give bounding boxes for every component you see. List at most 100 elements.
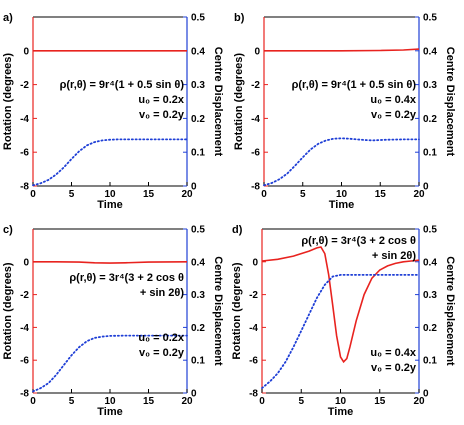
y-axis-label: Rotation (degrees) xyxy=(233,53,245,151)
x-tick-label: 5 xyxy=(300,189,306,200)
panel-label: d) xyxy=(232,224,243,236)
y-tick-label: -2 xyxy=(249,290,258,301)
y-tick-label: -2 xyxy=(251,80,260,91)
annotation-text: u₀ = 0.2x xyxy=(138,94,185,106)
y2-tick-label: 0 xyxy=(423,389,429,400)
annotation-text: ρ(r,θ) = 3r⁴(3 + 2 cos θ xyxy=(69,272,184,284)
x-tick-label: 10 xyxy=(335,396,347,407)
annotation-text: ρ(r,θ) = 9r⁴(1 + 0.5 sin θ) xyxy=(60,79,185,91)
y-tick-label: -8 xyxy=(20,182,29,193)
x-tick-label: 0 xyxy=(30,189,36,200)
y2-tick-label: 0.5 xyxy=(423,13,437,24)
y2-axis-label: Centre Displacement xyxy=(444,256,456,366)
x-axis-label: Time xyxy=(329,199,354,211)
y2-tick-label: 0.3 xyxy=(423,80,437,91)
x-tick-label: 10 xyxy=(104,396,116,407)
y-tick-label: -6 xyxy=(20,356,29,367)
y-tick-label: -4 xyxy=(20,323,29,334)
y2-tick-label: 0.5 xyxy=(191,13,205,24)
panel-d: 0 5 10 15 20 Time -8 -6 -4 -2 0 Rotation (degrees) 0… xyxy=(231,224,456,418)
rotation-series-line xyxy=(261,246,420,364)
y2-tick-label: 0.2 xyxy=(191,114,205,125)
annotation-text: v₀ = 0.2y xyxy=(371,109,417,121)
panel-a: 0 5 10 15 20 Time -8 -6 -4 -2 0 Rotation (degrees) 0… xyxy=(2,12,224,211)
y-axis-label: Rotation (degrees) xyxy=(231,262,243,360)
y2-tick-label: 0 xyxy=(191,389,197,400)
y2-tick-label: 0.2 xyxy=(423,323,437,334)
y2-tick-label: 0.3 xyxy=(191,80,205,91)
y2-tick-label: 0.4 xyxy=(191,257,205,268)
y2-tick-label: 0.4 xyxy=(191,46,205,57)
y2-tick-label: 0.1 xyxy=(191,356,205,367)
y-tick-label: -4 xyxy=(251,114,260,125)
y-tick-label: 0 xyxy=(23,46,29,57)
annotation-text: v₀ = 0.2y xyxy=(139,109,185,121)
y2-tick-label: 0 xyxy=(423,182,429,193)
y2-axis-label: Centre Displacement xyxy=(212,47,224,157)
x-tick-label: 20 xyxy=(413,396,425,407)
y-tick-label: -8 xyxy=(249,389,258,400)
annotation-text: ρ(r,θ) = 9r⁴(1 + 0.5 sin θ) xyxy=(292,79,417,91)
y2-tick-label: 0.5 xyxy=(423,225,437,236)
annotation-text: v₀ = 0.2y xyxy=(139,347,185,359)
panel-c: 0 5 10 15 20 Time -8 -6 -4 -2 0 Rotation (degrees) 0… xyxy=(2,224,224,418)
y-tick-label: 0 xyxy=(252,257,258,268)
y-tick-label: -4 xyxy=(249,323,258,334)
x-axis-label: Time xyxy=(97,406,122,418)
displacement-series-line xyxy=(263,137,420,187)
annotation-text: + sin 2θ) xyxy=(372,250,416,262)
annotation-text: u₀ = 0.4x xyxy=(370,347,417,359)
x-tick-label: 20 xyxy=(181,189,193,200)
x-tick-label: 0 xyxy=(259,396,265,407)
y-tick-label: 0 xyxy=(254,46,260,57)
y-tick-label: -8 xyxy=(251,182,260,193)
y-tick-label: -2 xyxy=(20,80,29,91)
y2-tick-label: 0.2 xyxy=(191,323,205,334)
y2-tick-label: 0.2 xyxy=(423,114,437,125)
y-tick-label: -8 xyxy=(20,389,29,400)
x-tick-label: 5 xyxy=(69,189,75,200)
y-tick-label: -6 xyxy=(249,356,258,367)
panel-b: 0 5 10 15 20 Time -8 -6 -4 -2 0 Rotation (degrees) 0… xyxy=(233,12,456,211)
y2-tick-label: 0.4 xyxy=(423,46,437,57)
y-axis-label: Rotation (degrees) xyxy=(2,262,14,360)
y2-tick-label: 0.1 xyxy=(423,356,437,367)
rotation-series-line xyxy=(264,48,420,52)
x-tick-label: 10 xyxy=(336,189,348,200)
displacement-series-line xyxy=(32,138,188,187)
x-tick-label: 15 xyxy=(143,396,155,407)
y2-tick-label: 0.4 xyxy=(423,257,437,268)
x-tick-label: 20 xyxy=(413,189,425,200)
x-axis-label: Time xyxy=(97,199,122,211)
x-tick-label: 20 xyxy=(181,396,193,407)
y-tick-label: -6 xyxy=(20,148,29,159)
y-tick-label: -6 xyxy=(251,148,260,159)
y-axis-label: Rotation (degrees) xyxy=(2,53,14,151)
x-tick-label: 0 xyxy=(261,189,267,200)
x-tick-label: 15 xyxy=(374,396,386,407)
y-tick-label: 0 xyxy=(23,257,29,268)
x-tick-label: 0 xyxy=(30,396,36,407)
x-tick-label: 5 xyxy=(69,396,75,407)
x-axis-label: Time xyxy=(328,406,353,418)
x-tick-label: 5 xyxy=(298,396,304,407)
annotation-text: ρ(r,θ) = 3r⁴(3 + 2 cos θ xyxy=(301,235,416,247)
displacement-series-line xyxy=(261,273,420,390)
displacement-series-line xyxy=(32,334,188,393)
annotation-text: v₀ = 0.2y xyxy=(371,362,417,374)
y2-tick-label: 0.1 xyxy=(423,148,437,159)
x-tick-label: 15 xyxy=(375,189,387,200)
rotation-series-line xyxy=(33,260,188,264)
x-tick-label: 15 xyxy=(143,189,155,200)
y2-tick-label: 0.3 xyxy=(191,290,205,301)
y2-tick-label: 0.1 xyxy=(191,148,205,159)
annotation-text: u₀ = 0.2x xyxy=(138,332,185,344)
y-tick-label: -4 xyxy=(20,114,29,125)
panel-label: c) xyxy=(3,224,13,236)
annotation-text: u₀ = 0.4x xyxy=(370,94,417,106)
x-tick-label: 10 xyxy=(104,189,116,200)
y2-tick-label: 0.3 xyxy=(423,290,437,301)
y2-axis-label: Centre Displacement xyxy=(444,47,456,157)
y2-axis-label: Centre Displacement xyxy=(212,256,224,366)
